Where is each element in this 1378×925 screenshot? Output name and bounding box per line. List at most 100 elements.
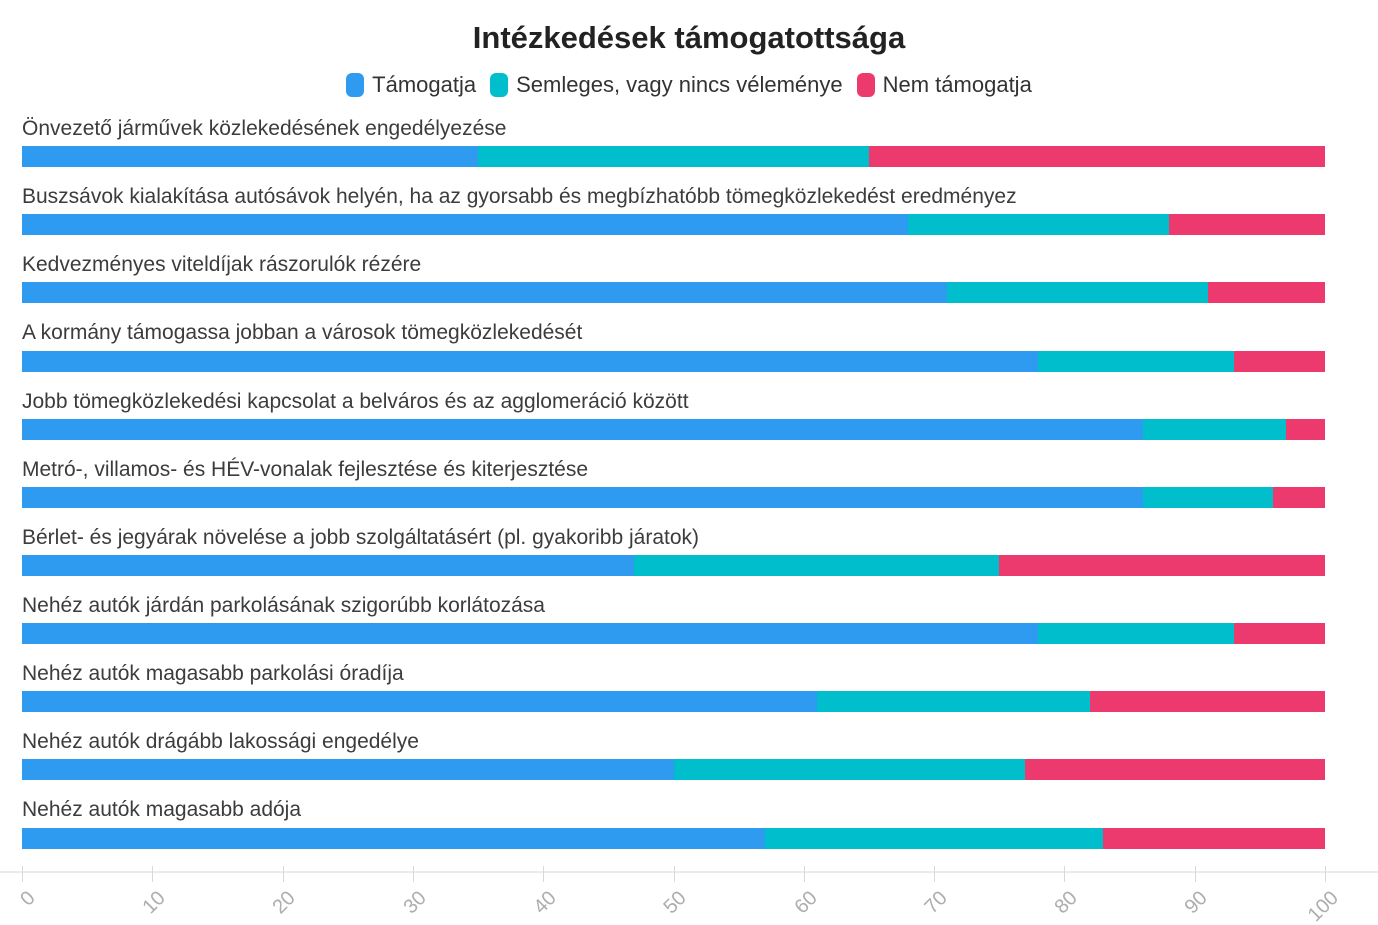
tick-label-text: 0 xyxy=(16,886,40,910)
bar-segment-tamogatja[interactable] xyxy=(22,691,817,713)
stacked-bar xyxy=(22,282,1325,304)
bar-segment-nem-tamogatja[interactable] xyxy=(1207,282,1325,304)
chart-row: Buszsávok kialakítása autósávok helyén, … xyxy=(22,185,1325,236)
chart-row: Nehéz autók járdán parkolásának szigorúb… xyxy=(22,593,1325,645)
bar-segment-nem-tamogatja[interactable] xyxy=(1233,350,1325,372)
chart-row: Nehéz autók drágább lakossági engedélye xyxy=(22,730,1325,781)
bar-segment-tamogatja[interactable] xyxy=(22,759,674,781)
tick-mark xyxy=(673,865,675,882)
bar-segment-semleges-vagy-nincs-velemenye[interactable] xyxy=(908,214,1169,236)
tick-label-text: 70 xyxy=(920,886,952,918)
bar-segment-semleges-vagy-nincs-velemenye[interactable] xyxy=(816,691,1091,713)
stacked-bar xyxy=(22,486,1325,508)
bar-segment-tamogatja[interactable] xyxy=(22,418,1143,440)
bar-segment-nem-tamogatja[interactable] xyxy=(868,146,1325,168)
bar-label: Bérlet- és jegyárak növelése a jobb szol… xyxy=(22,525,700,549)
bar-segment-tamogatja[interactable] xyxy=(22,350,1039,372)
bar-segment-semleges-vagy-nincs-velemenye[interactable] xyxy=(764,827,1104,849)
tick-mark xyxy=(152,865,154,882)
bar-segment-semleges-vagy-nincs-velemenye[interactable] xyxy=(478,146,869,168)
bar-segment-tamogatja[interactable] xyxy=(22,214,909,236)
bar-segment-semleges-vagy-nincs-velemenye[interactable] xyxy=(1038,623,1234,645)
stacked-bar xyxy=(22,759,1325,781)
bar-label: Nehéz autók járdán parkolásának szigorúb… xyxy=(22,593,545,617)
tick-label-text: 60 xyxy=(790,886,822,918)
bar-label: Kedvezményes viteldíjak rászorulók rézér… xyxy=(22,253,422,277)
bar-segment-tamogatja[interactable] xyxy=(22,623,1039,645)
legend-swatch-icon xyxy=(856,73,875,97)
tick-mark xyxy=(803,865,805,882)
legend-label: Semleges, vagy nincs véleménye xyxy=(516,72,843,97)
axis-line xyxy=(0,870,1378,873)
tick-mark xyxy=(543,865,545,882)
chart-row: Nehéz autók magasabb parkolási óradíja xyxy=(22,662,1325,713)
tick-label-text: 80 xyxy=(1050,886,1082,918)
bar-segment-tamogatja[interactable] xyxy=(22,486,1143,508)
legend: Támogatja Semleges, vagy nincs véleménye N… xyxy=(0,72,1378,98)
legend-swatch-icon xyxy=(346,73,365,97)
bar-segment-semleges-vagy-nincs-velemenye[interactable] xyxy=(634,554,1000,576)
bar-segment-nem-tamogatja[interactable] xyxy=(999,554,1325,576)
chart-row: Önvezető járművek közlekedésének engedél… xyxy=(22,117,1325,168)
tick-mark xyxy=(1064,865,1066,882)
legend-swatch-icon xyxy=(490,73,509,97)
chart-row: Kedvezményes viteldíjak rászorulók rézér… xyxy=(22,253,1325,304)
stacked-bar xyxy=(22,214,1325,236)
stacked-bar xyxy=(22,350,1325,372)
legend-label: Támogatja xyxy=(372,72,477,97)
bar-segment-nem-tamogatja[interactable] xyxy=(1025,759,1325,781)
stacked-bar xyxy=(22,827,1325,849)
chart-row: Nehéz autók magasabb adója xyxy=(22,798,1325,849)
stacked-bar xyxy=(22,554,1325,576)
chart-row: Jobb tömegközlekedési kapcsolat a belvár… xyxy=(22,390,1325,440)
bar-label: Önvezető járművek közlekedésének engedél… xyxy=(22,117,507,140)
bar-segment-semleges-vagy-nincs-velemenye[interactable] xyxy=(1142,486,1273,508)
bar-segment-semleges-vagy-nincs-velemenye[interactable] xyxy=(1038,350,1234,372)
bar-segment-nem-tamogatja[interactable] xyxy=(1103,827,1325,849)
legend-item-nem-tamogatja[interactable]: Nem támogatja xyxy=(856,72,1032,98)
bar-segment-tamogatja[interactable] xyxy=(22,282,948,304)
bar-segment-tamogatja[interactable] xyxy=(22,146,479,168)
bars-area: Önvezető járművek közlekedésének engedél… xyxy=(22,117,1325,849)
stacked-bar xyxy=(22,623,1325,645)
tick-mark xyxy=(412,865,414,882)
bar-segment-nem-tamogatja[interactable] xyxy=(1168,214,1325,236)
chart-row: Metró-, villamos- és HÉV-vonalak fejlesz… xyxy=(22,458,1325,508)
bar-label: Nehéz autók magasabb adója xyxy=(22,798,302,822)
tick-label-text: 100 xyxy=(1303,886,1343,925)
bar-segment-nem-tamogatja[interactable] xyxy=(1090,691,1325,713)
bar-segment-semleges-vagy-nincs-velemenye[interactable] xyxy=(673,759,1026,781)
bar-label: Buszsávok kialakítása autósávok helyén, … xyxy=(22,185,1017,209)
legend-item-semleges-vagy-nincs-velemenye[interactable]: Semleges, vagy nincs véleménye xyxy=(490,72,843,98)
bar-segment-tamogatja[interactable] xyxy=(22,554,635,576)
bar-label: Metró-, villamos- és HÉV-vonalak fejlesz… xyxy=(22,457,589,481)
tick-mark xyxy=(1194,865,1196,882)
bar-segment-nem-tamogatja[interactable] xyxy=(1233,623,1325,645)
bar-segment-tamogatja[interactable] xyxy=(22,827,765,849)
bar-segment-nem-tamogatja[interactable] xyxy=(1272,486,1325,508)
bar-label: Jobb tömegközlekedési kapcsolat a belvár… xyxy=(22,389,689,413)
tick-label-text: 30 xyxy=(399,886,431,918)
tick-label-text: 10 xyxy=(138,886,170,918)
stacked-bar xyxy=(22,146,1325,168)
tick-label-text: 40 xyxy=(529,886,561,918)
chart-row: Bérlet- és jegyárak növelése a jobb szol… xyxy=(22,526,1325,576)
tick-label-text: 90 xyxy=(1180,886,1213,918)
bar-segment-semleges-vagy-nincs-velemenye[interactable] xyxy=(1142,418,1286,440)
stacked-bar xyxy=(22,418,1325,440)
legend-label: Nem támogatja xyxy=(882,72,1032,97)
tick-mark xyxy=(1325,865,1326,882)
chart-title: Intézkedések támogatottsága xyxy=(472,20,906,55)
bar-label: A kormány támogassa jobban a városok töm… xyxy=(22,321,583,345)
x-axis: 0 10 20 30 40 50 60 70 80 90 100 xyxy=(0,865,1378,925)
tick-label-text: 20 xyxy=(268,886,301,918)
legend-item-tamogatja[interactable]: Támogatja xyxy=(346,72,476,98)
tick-mark xyxy=(22,865,23,882)
bar-segment-nem-tamogatja[interactable] xyxy=(1285,418,1325,440)
bar-segment-semleges-vagy-nincs-velemenye[interactable] xyxy=(947,282,1208,304)
bar-label: Nehéz autók magasabb parkolási óradíja xyxy=(22,662,404,686)
tick-mark xyxy=(934,865,936,882)
bar-label: Nehéz autók drágább lakossági engedélye xyxy=(22,730,419,754)
stacked-bar xyxy=(22,691,1325,713)
